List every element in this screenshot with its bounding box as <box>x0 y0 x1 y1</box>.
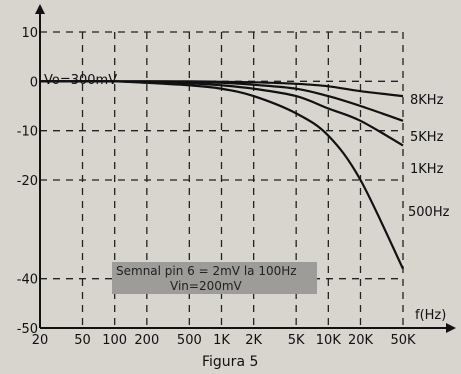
annotation-line-2: Vin=200mV <box>170 279 243 293</box>
annotation-box <box>112 262 317 294</box>
x-tick-label: 20 <box>32 333 49 348</box>
series-line-500hz <box>40 80 404 270</box>
note-layer: Semnal pin 6 = 2mV la 100Hz Vin=200mV <box>112 262 317 294</box>
y-tick-label: -50 <box>17 322 38 337</box>
y-axis-arrow <box>35 4 45 14</box>
y-tick-label: 10 <box>21 26 38 41</box>
series-layer <box>40 80 404 270</box>
series-label-500hz: 500Hz <box>408 205 450 220</box>
x-tick-label: 50K <box>390 333 416 348</box>
x-tick-label: 1K <box>213 333 230 348</box>
x-tick-label: 200 <box>134 333 159 348</box>
x-tick-label: 500 <box>177 333 202 348</box>
series-label-5khz: 5KHz <box>410 130 444 145</box>
vo-annotation: Vo=300mV <box>44 73 117 88</box>
x-tick-label: 50 <box>74 333 91 348</box>
x-axis-label: f(Hz) <box>415 308 446 323</box>
x-tick-label: 5K <box>288 333 305 348</box>
x-tick-label: 20K <box>348 333 374 348</box>
y-tick-label: -20 <box>17 174 38 189</box>
y-tick-label: -10 <box>17 125 38 140</box>
series-label-1khz: 1KHz <box>410 162 444 177</box>
x-tick-label: 100 <box>102 333 127 348</box>
series-label-8khz: 8KHz <box>410 93 444 108</box>
x-tick-label: 2K <box>245 333 262 348</box>
axes-layer <box>35 4 456 333</box>
grid-layer <box>40 31 404 328</box>
labels-layer: Vo=300mV f(Hz) Figura 5 100-10-20-40-502… <box>17 26 450 370</box>
x-tick-label: 10K <box>316 333 342 348</box>
figure-caption: Figura 5 <box>202 354 258 370</box>
y-tick-label: 0 <box>30 75 38 90</box>
y-tick-label: -40 <box>17 273 38 288</box>
x-axis-arrow <box>446 323 456 333</box>
annotation-line-1: Semnal pin 6 = 2mV la 100Hz <box>116 264 297 278</box>
